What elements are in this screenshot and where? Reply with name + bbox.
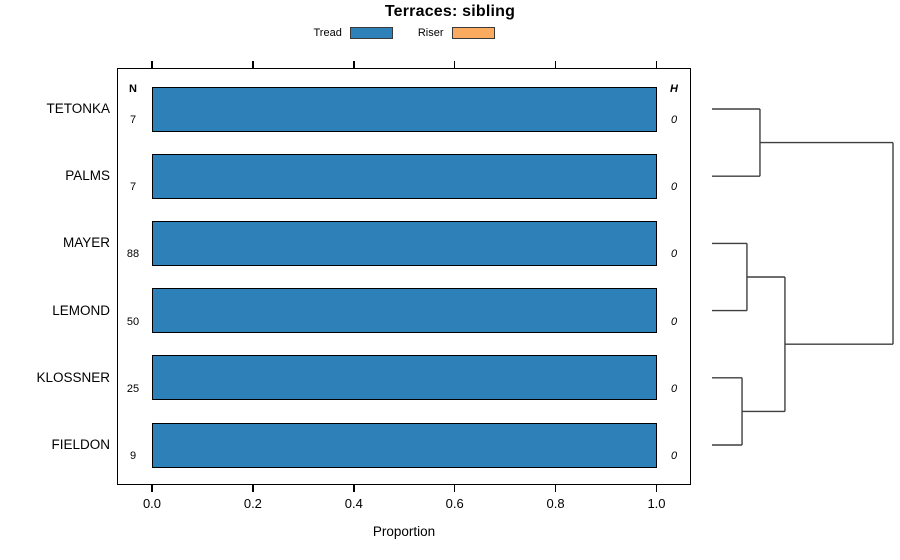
category-label: PALMS — [65, 168, 110, 184]
legend: Tread Riser — [117, 25, 691, 41]
n-value: 7 — [129, 114, 137, 126]
x-axis-tick-bottom — [554, 485, 557, 492]
h-value: 0 — [670, 382, 678, 395]
n-value: 25 — [126, 382, 140, 395]
x-axis-tick-top — [554, 61, 557, 68]
x-axis-tick-label: 1.0 — [647, 496, 666, 511]
category-label: TETONKA — [46, 101, 110, 116]
x-axis-tick-bottom — [151, 485, 153, 492]
x-axis-tick-bottom — [252, 485, 254, 492]
x-axis-tick-bottom — [453, 485, 456, 492]
n-value: 9 — [129, 450, 137, 462]
x-axis-tick-top — [353, 61, 355, 68]
x-axis-tick-label: 0.6 — [445, 496, 464, 511]
x-axis-title: Proportion — [372, 524, 436, 539]
legend-label: Tread — [313, 27, 342, 39]
bar-segment-tread — [152, 288, 657, 334]
category-label: KLOSSNER — [36, 369, 110, 385]
x-axis-tick-label: 0.8 — [546, 496, 565, 511]
x-axis-tick-top — [252, 61, 254, 68]
n-value: 7 — [129, 181, 137, 194]
h-column-header: H — [670, 83, 678, 95]
category-label: MAYER — [62, 235, 110, 251]
bar-segment-tread — [152, 220, 657, 266]
x-axis-tick-bottom — [353, 485, 355, 492]
bar-segment-tread — [152, 153, 657, 199]
h-value: 0 — [670, 450, 678, 462]
bar-segment-tread — [152, 355, 657, 401]
legend-item-tread: Tread — [314, 27, 393, 39]
h-value: 0 — [670, 315, 678, 328]
x-axis-tick-bottom — [655, 485, 658, 492]
n-column-header: N — [129, 83, 137, 95]
x-axis-tick-top — [151, 61, 153, 68]
category-label: FIELDON — [51, 437, 110, 452]
bar-segment-tread — [152, 86, 657, 132]
n-value: 50 — [126, 315, 140, 328]
category-label: LEMOND — [52, 302, 110, 318]
n-value: 88 — [126, 248, 140, 261]
h-value: 0 — [670, 181, 678, 194]
legend-label: Riser — [417, 27, 444, 39]
x-axis-tick-top — [655, 61, 658, 68]
x-axis-tick-label: 0.4 — [344, 496, 363, 511]
plot-area — [117, 68, 691, 485]
x-axis-tick-label: 0.0 — [142, 496, 162, 511]
chart-title: Terraces: sibling — [384, 3, 516, 20]
x-axis-tick-top — [453, 61, 456, 68]
h-value: 0 — [670, 114, 678, 126]
legend-swatch-riser — [451, 27, 495, 39]
legend-item-riser: Riser — [418, 27, 495, 39]
h-value: 0 — [670, 248, 678, 261]
bar-segment-tread — [152, 422, 657, 468]
x-axis-tick-label: 0.2 — [243, 496, 262, 511]
legend-swatch-tread — [349, 27, 393, 39]
